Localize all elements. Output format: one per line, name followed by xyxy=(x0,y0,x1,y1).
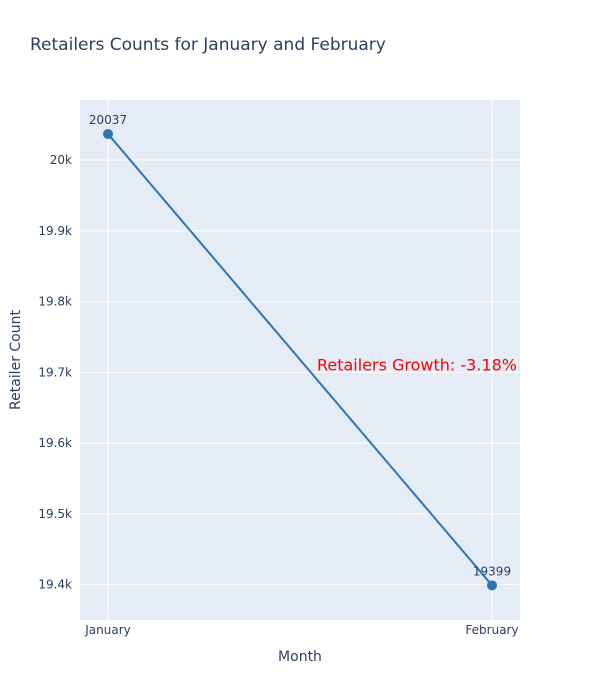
x-tick-label: February xyxy=(465,623,518,637)
y-tick-label: 19.8k xyxy=(38,295,72,309)
y-tick-label: 19.7k xyxy=(38,365,72,379)
x-axis-title: Month xyxy=(278,649,322,665)
series-group: 20037 19399 xyxy=(89,113,511,591)
y-axis-ticks: 19.4k 19.5k 19.6k 19.7k 19.8k 19.9k 20k xyxy=(38,153,72,591)
growth-annotation: Retailers Growth: -3.18% xyxy=(317,355,517,374)
y-tick-label: 19.6k xyxy=(38,436,72,450)
y-tick-label: 19.9k xyxy=(38,224,72,238)
data-label: 19399 xyxy=(473,564,511,578)
y-tick-label: 19.4k xyxy=(38,578,72,592)
gridlines xyxy=(80,100,520,620)
y-tick-label: 19.5k xyxy=(38,507,72,521)
y-axis-title: Retailer Count xyxy=(8,310,24,410)
x-tick-label: January xyxy=(84,623,131,637)
series-line xyxy=(107,133,493,586)
x-axis-ticks: January February xyxy=(84,623,518,637)
data-label: 20037 xyxy=(89,113,127,127)
chart-title: Retailers Counts for January and Februar… xyxy=(30,35,386,55)
data-point xyxy=(487,580,497,591)
y-tick-label: 20k xyxy=(50,153,72,167)
data-point xyxy=(103,128,113,139)
